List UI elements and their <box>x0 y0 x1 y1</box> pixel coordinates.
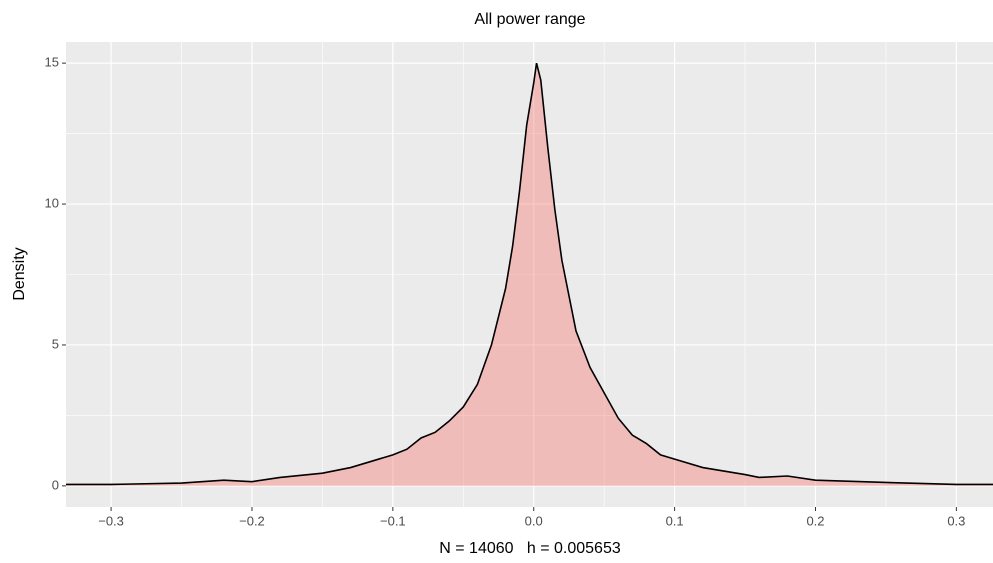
y-tick-label: 10 <box>45 195 59 210</box>
x-tick-label: 0.2 <box>806 513 824 528</box>
y-tick-label: 0 <box>52 477 59 492</box>
y-tick-label: 5 <box>52 336 59 351</box>
x-tick-label: 0.1 <box>666 513 684 528</box>
y-axis-label: Density <box>11 247 28 300</box>
x-tick-label: 0.3 <box>947 513 965 528</box>
density-area <box>66 63 993 486</box>
chart-title: All power range <box>474 11 585 28</box>
x-axis-label: N = 14060 h = 0.005653 <box>439 540 621 557</box>
x-tick-label: −0.1 <box>380 513 406 528</box>
density-line <box>66 62 993 486</box>
x-tick-label: −0.3 <box>98 513 124 528</box>
y-tick-label: 15 <box>45 55 59 70</box>
x-tick-label: 0.0 <box>525 513 543 528</box>
x-tick-label: −0.2 <box>239 513 265 528</box>
